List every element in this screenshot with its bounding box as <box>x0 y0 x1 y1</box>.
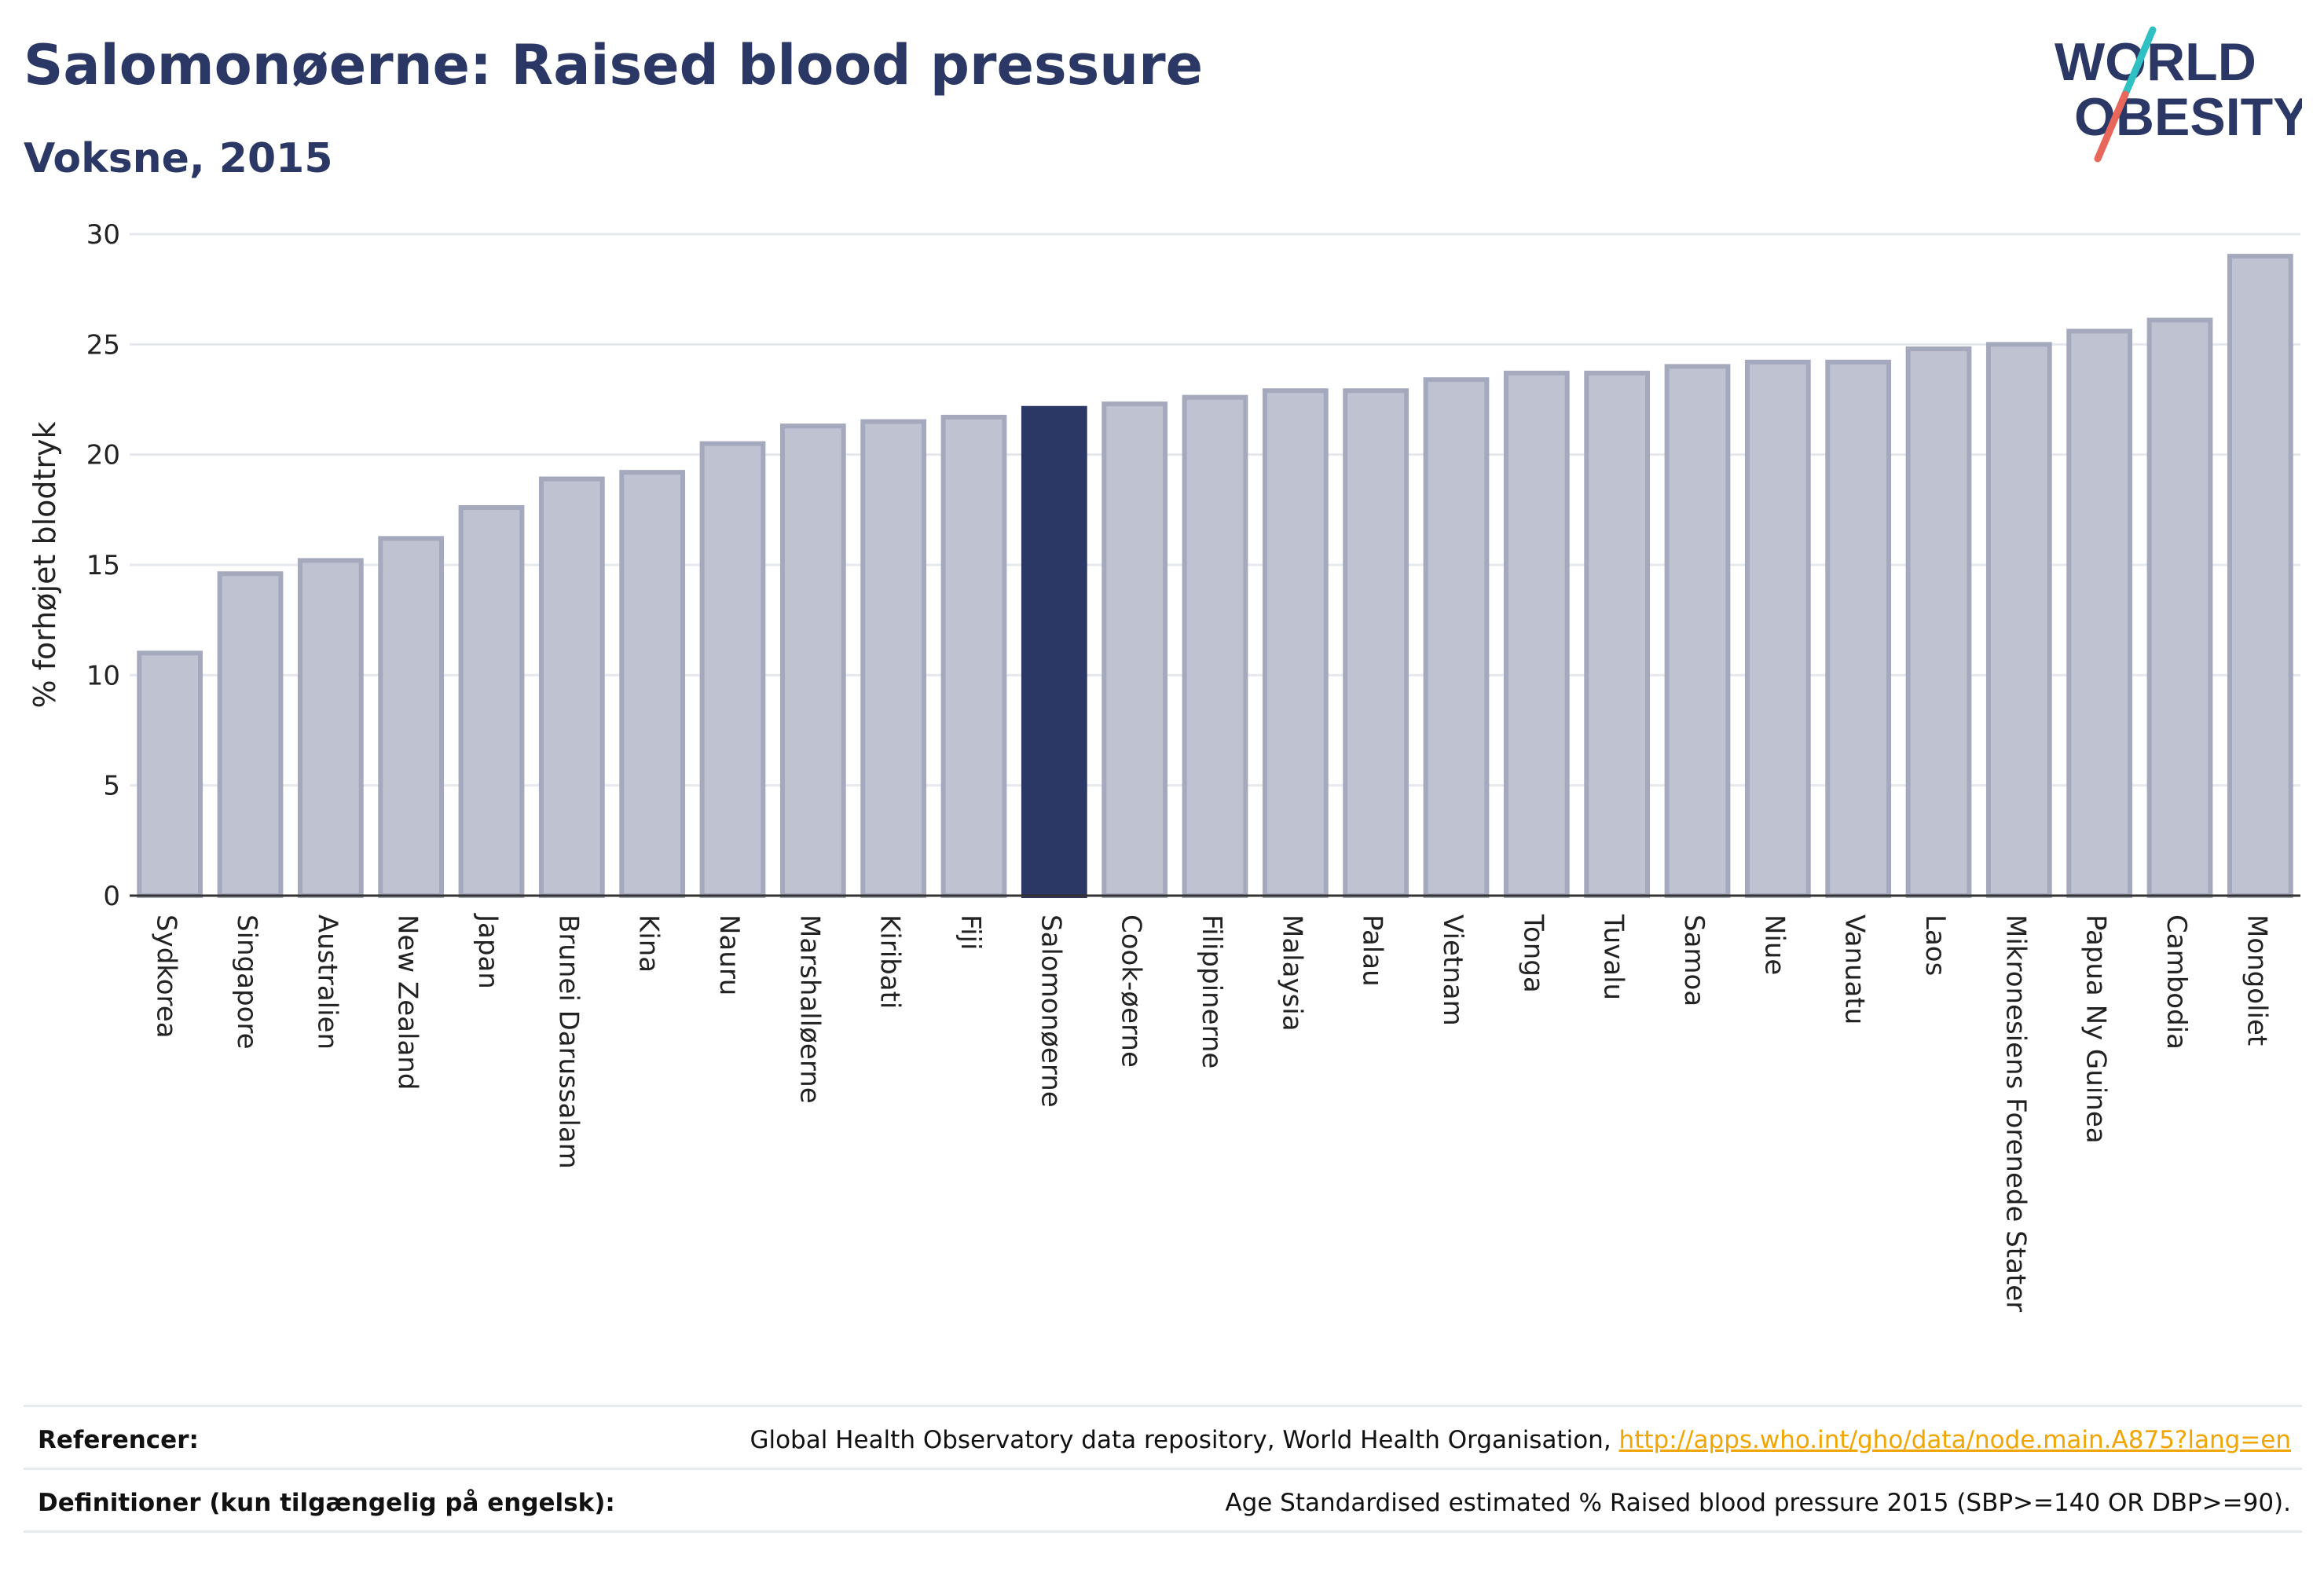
bar-mongoliet <box>2227 254 2293 899</box>
footer-divider <box>24 1405 2302 1407</box>
x-tick-label: Salomonøerne <box>1035 914 1066 1108</box>
y-axis-ticks: 0 5 10 15 20 25 30 <box>86 219 120 912</box>
x-tick-label: Malaysia <box>1276 914 1307 1032</box>
x-tick-label: Kina <box>633 914 665 973</box>
y-tick-label: 30 <box>86 219 120 251</box>
footer-divider <box>24 1530 2302 1533</box>
x-tick-label: Tuvalu <box>1598 914 1629 1000</box>
logo-slash-bottom <box>2094 90 2129 163</box>
x-tick-label: New Zealand <box>392 914 423 1090</box>
bars <box>137 254 2293 899</box>
y-tick-label: 10 <box>86 660 120 691</box>
y-axis-label: % forhøjet blodtryk <box>27 421 62 708</box>
bar-brunei-darussalam <box>538 476 605 898</box>
x-tick-label: Australien <box>311 914 343 1050</box>
world-obesity-logo: WORLD OBESITY <box>2055 26 2302 163</box>
bar-filippinerne <box>1182 394 1248 898</box>
y-tick-label: 0 <box>103 881 120 912</box>
references-label: Referencer: <box>38 1426 199 1454</box>
x-tick-label: Cook-øerne <box>1116 914 1147 1068</box>
x-tick-label: Samoa <box>1678 914 1710 1006</box>
bar-tonga <box>1503 370 1570 898</box>
x-tick-label: Vietnam <box>1437 914 1468 1026</box>
bar-niue <box>1744 359 1811 898</box>
bar-salomonøerne <box>1021 405 1087 898</box>
x-tick-label: Cambodia <box>2161 914 2192 1050</box>
bar-sydkorea <box>137 651 203 898</box>
x-tick-label: Vanuatu <box>1839 914 1871 1024</box>
chart-title: Salomonøerne: Raised blood pressure <box>24 33 1204 97</box>
bar-vietnam <box>1423 377 1490 898</box>
x-tick-label: Filippinerne <box>1196 914 1227 1068</box>
bar-kiribati <box>860 419 927 898</box>
bar-singapore <box>217 571 284 899</box>
bar-cook-øerne <box>1102 401 1168 898</box>
x-tick-label: Japan <box>472 913 504 989</box>
bar-marshalløerne <box>779 423 846 898</box>
bar-cambodia <box>2146 317 2213 898</box>
x-tick-label: Fiji <box>955 914 986 950</box>
bar-palau <box>1343 388 1409 899</box>
references-link[interactable]: http://apps.who.int/gho/data/node.main.A… <box>1618 1426 2291 1454</box>
references-text: Global Health Observatory data repositor… <box>750 1426 2291 1454</box>
bar-japan <box>458 505 525 898</box>
bar-fiji <box>940 414 1007 898</box>
bar-malaysia <box>1262 388 1329 899</box>
bar-samoa <box>1664 364 1731 898</box>
bar-tuvalu <box>1584 370 1651 898</box>
x-tick-label: Sydkorea <box>151 914 182 1039</box>
bar-kina <box>619 470 686 898</box>
y-tick-label: 5 <box>103 771 120 802</box>
x-tick-label: Mikronesiens Forenede Stater <box>2000 914 2031 1312</box>
x-tick-label: Papua Ny Guinea <box>2080 914 2112 1144</box>
bar-nauru <box>699 441 766 898</box>
bar-mikronesiens-forenede-stater <box>1985 342 2052 899</box>
logo-text-world: WORLD <box>2055 32 2256 92</box>
y-tick-label: 20 <box>86 440 120 471</box>
x-tick-label: Niue <box>1758 914 1790 975</box>
definitions-label: Definitioner (kun tilgængelig på engelsk… <box>38 1489 615 1517</box>
x-tick-label: Nauru <box>713 914 745 995</box>
footer-divider <box>24 1468 2302 1470</box>
x-tick-label: Palau <box>1357 914 1388 987</box>
x-tick-label: Tonga <box>1517 914 1549 993</box>
x-axis-labels: Sydkorea Singapore Australien New Zealand Ja… <box>151 913 2273 1312</box>
logo-slash-top <box>2121 26 2157 98</box>
definitions-text: Age Standardised estimated % Raised bloo… <box>1225 1489 2291 1517</box>
bar-vanuatu <box>1825 359 1892 898</box>
x-tick-label: Kiribati <box>874 914 906 1009</box>
bar-australien <box>297 558 364 898</box>
bar-chart: 0 5 10 15 20 25 30 Sydkorea Singapore Australien… <box>27 219 2300 1312</box>
y-tick-label: 15 <box>86 550 120 581</box>
x-tick-label: Mongoliet <box>2241 914 2272 1046</box>
x-tick-label: Laos <box>1919 914 1951 976</box>
y-tick-label: 25 <box>86 329 120 361</box>
x-tick-label: Brunei Darussalam <box>552 914 584 1169</box>
x-tick-label: Singapore <box>231 914 262 1050</box>
x-tick-label: Marshalløerne <box>794 914 825 1104</box>
chart-subtitle: Voksne, 2015 <box>24 135 333 182</box>
references-source: Global Health Observatory data repositor… <box>750 1426 1619 1454</box>
bar-new-zealand <box>378 536 445 898</box>
bar-laos <box>1905 346 1972 898</box>
bar-papua-ny-guinea <box>2066 328 2133 898</box>
